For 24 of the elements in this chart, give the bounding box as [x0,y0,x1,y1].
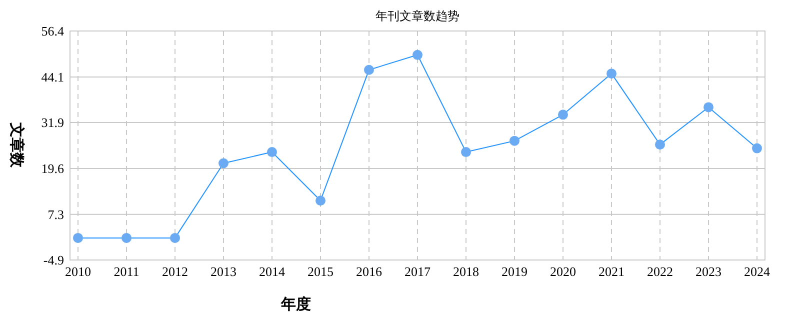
x-tick-label: 2011 [114,264,140,279]
y-tick-label: 19.6 [41,160,64,176]
chart-title: 年刊文章数趋势 [376,9,460,23]
x-tick-label: 2010 [65,264,91,279]
x-tick-label: 2013 [210,264,236,279]
x-tick-label: 2014 [259,264,286,279]
y-tick-label: -4.9 [43,252,64,268]
x-tick-label: 2018 [453,264,479,279]
x-tick-label: 2017 [404,264,431,279]
x-tick-label: 2024 [744,264,770,279]
x-tick-label: 2019 [502,264,528,279]
x-tick-label: 2021 [598,264,624,279]
x-tick-label: 2022 [647,264,673,279]
y-axis-title: 文章数 [8,122,26,168]
y-tick-label: 44.1 [41,69,64,84]
x-tick-label: 2016 [356,264,382,279]
x-axis-title: 年度 [280,295,311,313]
y-tick-label: 31.9 [41,115,64,130]
y-tick-label: 7.3 [48,206,64,222]
x-tick-label: 2012 [162,264,188,279]
y-tick-label: 56.4 [41,24,64,38]
x-tick-label: 2023 [696,264,722,279]
x-tick-label: 2015 [308,264,334,279]
x-tick-label: 2020 [550,264,576,279]
